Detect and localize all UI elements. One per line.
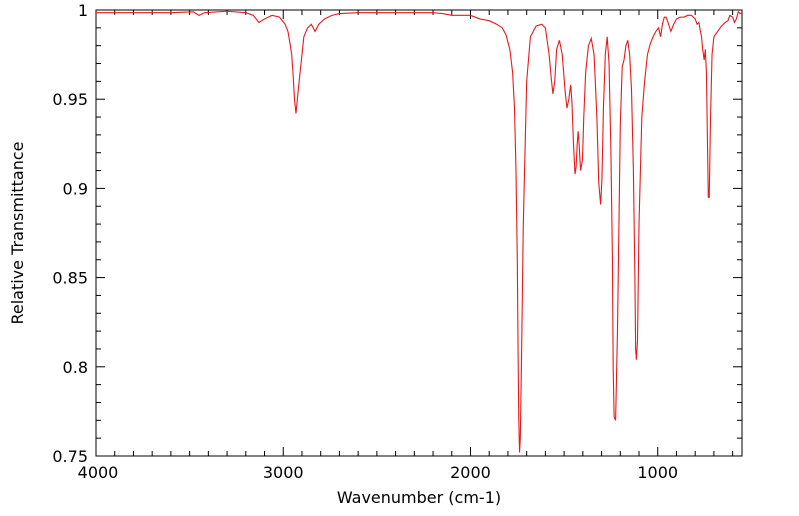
- x-tick-label: 3000: [263, 463, 304, 482]
- transmittance-series-line: [96, 10, 743, 453]
- y-tick-label: 0.8: [63, 358, 88, 377]
- y-tick-label: 0.95: [52, 90, 88, 109]
- axis-ticks: [95, 9, 742, 457]
- x-axis-title: Wavenumber (cm-1): [337, 488, 501, 507]
- y-tick-label: 0.85: [52, 269, 88, 288]
- y-axis-title: Relative Transmittance: [8, 141, 27, 324]
- y-tick-label: 1: [78, 1, 88, 20]
- y-tick-label: 0.9: [63, 179, 88, 198]
- y-tick-label: 0.75: [52, 447, 88, 466]
- x-tick-label: 4000: [78, 463, 119, 482]
- axis-tick-labels: 4000 3000 2000 1000 1 0.95 0.9 0.85 0.8 0.75: [52, 1, 678, 482]
- x-tick-label: 1000: [637, 463, 678, 482]
- x-tick-label: 2000: [450, 463, 491, 482]
